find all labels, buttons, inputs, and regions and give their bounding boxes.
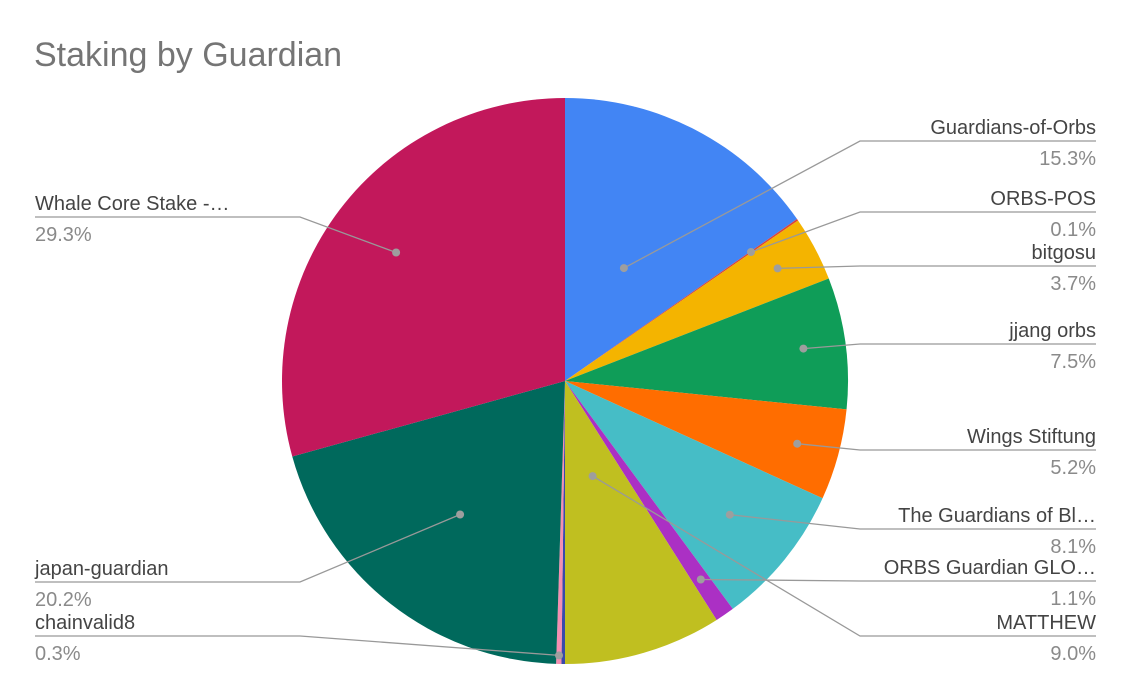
slice-percent-wings-stiftung: 5.2%	[1050, 457, 1096, 479]
leader-line-japan-guardian	[35, 513, 461, 583]
leader-dot-orbs-pos	[747, 248, 755, 256]
pie-slice-the-guardians-of-bl	[565, 381, 823, 609]
pie-slice-whale-core-stake	[282, 98, 565, 457]
slice-label-orbs-pos: ORBS-POS	[990, 188, 1096, 210]
slice-label-matthew: MATTHEW	[996, 612, 1096, 634]
leader-line-orbs-guardian-glo	[700, 578, 1096, 582]
slice-percent-japan-guardian: 20.2%	[35, 589, 92, 611]
pie-slice-unlabeled	[561, 381, 565, 665]
slice-label-orbs-guardian-glo: ORBS Guardian GLO…	[884, 557, 1096, 579]
leader-line-guardians-of-orbs	[623, 140, 1096, 269]
slice-label-whale-core-stake: Whale Core Stake -…	[35, 193, 230, 215]
pie-slice-chainvalid8	[556, 381, 565, 664]
slice-label-guardians-of-orbs: Guardians-of-Orbs	[930, 117, 1096, 139]
slice-percent-guardians-of-orbs: 15.3%	[1039, 148, 1096, 170]
slice-label-bitgosu: bitgosu	[1032, 242, 1097, 264]
slice-label-wings-stiftung: Wings Stiftung	[967, 426, 1096, 448]
pie-slice-orbs-pos	[565, 219, 799, 381]
leader-dot-guardians-of-orbs	[619, 264, 628, 273]
leader-line-jjang-orbs	[803, 343, 1096, 350]
leader-line-chainvalid8	[35, 635, 560, 657]
leader-line-the-guardians-of-bl	[729, 514, 1096, 530]
pie-slice-wings-stiftung	[565, 381, 847, 499]
leader-dot-orbs-guardian-glo	[696, 575, 705, 584]
leader-dot-wings-stiftung	[793, 439, 802, 448]
slice-percent-chainvalid8: 0.3%	[35, 643, 81, 665]
pie-slice-matthew	[565, 381, 717, 664]
slice-label-the-guardians-of-bl: The Guardians of Bl…	[898, 505, 1096, 527]
pie-slice-guardians-of-orbs	[565, 98, 798, 381]
slice-percent-whale-core-stake: 29.3%	[35, 224, 92, 246]
slice-label-japan-guardian: japan-guardian	[34, 558, 168, 580]
leader-dot-whale-core-stake	[392, 248, 401, 257]
slice-label-chainvalid8: chainvalid8	[35, 612, 135, 634]
slice-labels: Guardians-of-Orbs 15.3% ORBS-POS 0.1%bitgos…	[34, 117, 1096, 665]
leader-line-whale-core-stake	[35, 216, 397, 254]
leader-line-wings-stiftung	[797, 443, 1096, 451]
pie-slice-bitgosu	[565, 220, 829, 381]
chart-title: Staking by Guardian	[34, 36, 342, 74]
pie-slices	[282, 98, 848, 665]
slice-percent-matthew: 9.0%	[1050, 643, 1096, 665]
slice-percent-jjang-orbs: 7.5%	[1050, 351, 1096, 373]
leader-dot-japan-guardian	[456, 510, 465, 519]
slice-label-jjang-orbs: jjang orbs	[1008, 320, 1096, 342]
leader-dot-bitgosu	[773, 264, 782, 273]
slice-percent-orbs-guardian-glo: 1.1%	[1050, 588, 1096, 610]
slice-percent-bitgosu: 3.7%	[1050, 273, 1096, 295]
slice-percent-the-guardians-of-bl: 8.1%	[1050, 536, 1096, 558]
leader-dot-chainvalid8	[555, 651, 563, 660]
leader-line-matthew	[592, 475, 1096, 637]
leader-line-bitgosu	[777, 265, 1096, 270]
leader-dot-matthew	[588, 472, 597, 481]
leader-line-orbs-pos	[750, 211, 1096, 253]
leader-dot-the-guardians-of-bl	[725, 510, 734, 519]
pie-slice-jjang-orbs	[565, 278, 848, 410]
leader-dot-jjang-orbs	[799, 344, 808, 353]
leader-lines	[35, 140, 1096, 660]
slice-percent-orbs-pos: 0.1%	[1050, 219, 1096, 241]
pie-slice-orbs-guardian-glo	[565, 381, 733, 620]
pie-slice-japan-guardian	[292, 381, 565, 664]
